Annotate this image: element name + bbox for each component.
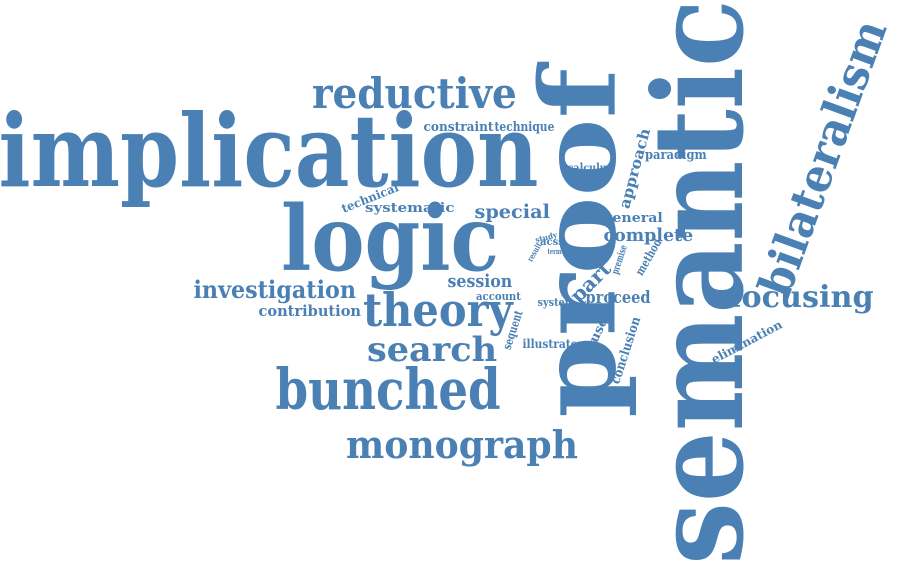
- word-tool: tool: [562, 250, 575, 257]
- word-technique: technique: [493, 119, 554, 135]
- word-monograph: monograph: [345, 422, 578, 467]
- word-reductive: reductive: [311, 69, 517, 118]
- word-implication: implication: [0, 92, 538, 210]
- word-session: session: [447, 271, 513, 292]
- word-term: term: [546, 246, 561, 256]
- word-paradigm: paradigm: [644, 147, 707, 163]
- word-system: system: [536, 295, 575, 309]
- word-complete: complete: [602, 225, 693, 246]
- word-general: general: [601, 210, 663, 226]
- word-proceed: proceed: [585, 287, 651, 308]
- word-theory: theory: [362, 283, 513, 337]
- word-illustrate: illustrate: [522, 337, 578, 351]
- word-systematic: systematic: [365, 200, 455, 216]
- word-logic: logic: [281, 186, 500, 292]
- word-focusing: focusing: [728, 280, 874, 315]
- word-constraint: constraint: [423, 119, 494, 135]
- word-bunched: bunched: [275, 357, 501, 423]
- word-bilateralism: bilateralism: [747, 12, 897, 304]
- word-acss: acss: [540, 237, 564, 248]
- word-calculus: calculus: [567, 161, 613, 175]
- word-account: account: [475, 289, 521, 303]
- word-special: special: [474, 200, 550, 223]
- word-investigation: investigation: [193, 275, 357, 304]
- word-contribution: contribution: [258, 301, 362, 320]
- word-search: search: [366, 330, 498, 370]
